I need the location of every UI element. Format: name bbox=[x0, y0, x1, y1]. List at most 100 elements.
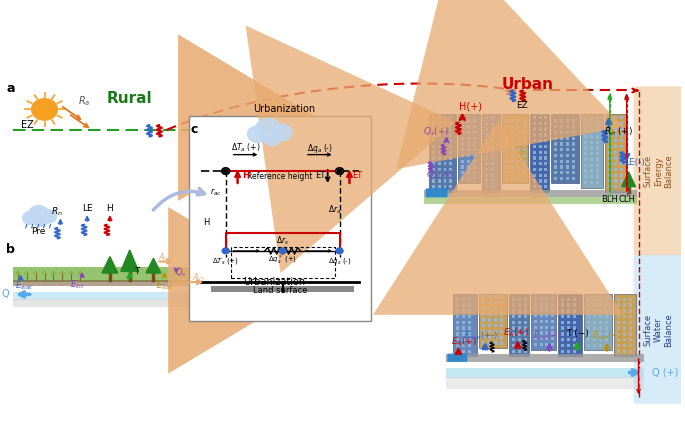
Text: ET: ET bbox=[352, 171, 362, 180]
FancyBboxPatch shape bbox=[449, 168, 452, 171]
FancyBboxPatch shape bbox=[587, 344, 590, 347]
FancyBboxPatch shape bbox=[581, 113, 603, 187]
FancyBboxPatch shape bbox=[443, 150, 447, 154]
FancyBboxPatch shape bbox=[485, 116, 488, 119]
FancyBboxPatch shape bbox=[596, 118, 599, 121]
FancyBboxPatch shape bbox=[596, 135, 599, 138]
FancyBboxPatch shape bbox=[494, 341, 497, 345]
FancyBboxPatch shape bbox=[533, 173, 536, 177]
FancyBboxPatch shape bbox=[485, 133, 488, 137]
FancyBboxPatch shape bbox=[616, 298, 620, 301]
FancyBboxPatch shape bbox=[467, 154, 470, 157]
FancyBboxPatch shape bbox=[511, 125, 514, 128]
FancyBboxPatch shape bbox=[491, 145, 494, 148]
FancyBboxPatch shape bbox=[438, 127, 440, 131]
FancyBboxPatch shape bbox=[438, 185, 440, 188]
Text: $Q_s$(+): $Q_s$(+) bbox=[423, 125, 450, 138]
FancyBboxPatch shape bbox=[584, 124, 587, 127]
Text: EZ: EZ bbox=[21, 120, 34, 130]
FancyBboxPatch shape bbox=[567, 332, 570, 336]
FancyBboxPatch shape bbox=[545, 150, 547, 154]
FancyBboxPatch shape bbox=[456, 338, 460, 341]
FancyBboxPatch shape bbox=[456, 349, 460, 353]
FancyBboxPatch shape bbox=[616, 338, 620, 341]
FancyBboxPatch shape bbox=[596, 124, 599, 127]
Text: $\Delta q_s$ (-): $\Delta q_s$ (-) bbox=[327, 256, 351, 266]
FancyBboxPatch shape bbox=[629, 321, 632, 324]
FancyBboxPatch shape bbox=[566, 131, 569, 134]
FancyBboxPatch shape bbox=[584, 141, 587, 144]
Circle shape bbox=[337, 169, 342, 173]
FancyBboxPatch shape bbox=[596, 141, 599, 144]
Text: T: T bbox=[134, 267, 139, 276]
FancyBboxPatch shape bbox=[533, 185, 536, 188]
FancyBboxPatch shape bbox=[530, 113, 549, 192]
FancyBboxPatch shape bbox=[538, 127, 542, 131]
FancyBboxPatch shape bbox=[551, 337, 554, 340]
FancyBboxPatch shape bbox=[505, 137, 508, 140]
FancyBboxPatch shape bbox=[566, 125, 569, 128]
FancyBboxPatch shape bbox=[616, 315, 620, 318]
FancyBboxPatch shape bbox=[512, 338, 515, 341]
FancyBboxPatch shape bbox=[605, 344, 608, 347]
FancyBboxPatch shape bbox=[533, 162, 536, 165]
FancyBboxPatch shape bbox=[516, 160, 520, 163]
FancyBboxPatch shape bbox=[500, 336, 503, 339]
FancyBboxPatch shape bbox=[462, 344, 465, 347]
FancyBboxPatch shape bbox=[491, 173, 494, 177]
FancyBboxPatch shape bbox=[623, 344, 625, 347]
Text: c: c bbox=[190, 124, 198, 136]
FancyBboxPatch shape bbox=[473, 160, 476, 163]
FancyBboxPatch shape bbox=[551, 308, 554, 312]
FancyBboxPatch shape bbox=[449, 173, 452, 177]
FancyBboxPatch shape bbox=[616, 303, 620, 307]
FancyBboxPatch shape bbox=[616, 326, 620, 330]
FancyBboxPatch shape bbox=[469, 298, 471, 301]
FancyBboxPatch shape bbox=[438, 145, 440, 148]
FancyBboxPatch shape bbox=[425, 188, 447, 197]
FancyBboxPatch shape bbox=[605, 338, 608, 341]
FancyBboxPatch shape bbox=[590, 170, 593, 173]
FancyBboxPatch shape bbox=[540, 320, 543, 323]
FancyBboxPatch shape bbox=[432, 150, 434, 154]
FancyBboxPatch shape bbox=[566, 148, 569, 151]
FancyBboxPatch shape bbox=[567, 303, 570, 307]
FancyBboxPatch shape bbox=[593, 344, 596, 347]
FancyBboxPatch shape bbox=[551, 325, 554, 329]
FancyBboxPatch shape bbox=[462, 303, 465, 307]
Circle shape bbox=[256, 118, 281, 140]
FancyBboxPatch shape bbox=[516, 125, 520, 128]
Polygon shape bbox=[102, 256, 118, 273]
FancyBboxPatch shape bbox=[629, 332, 632, 336]
Circle shape bbox=[223, 169, 228, 173]
FancyBboxPatch shape bbox=[545, 308, 549, 312]
FancyBboxPatch shape bbox=[634, 255, 683, 404]
FancyBboxPatch shape bbox=[524, 349, 527, 353]
FancyBboxPatch shape bbox=[623, 326, 625, 330]
FancyBboxPatch shape bbox=[590, 181, 593, 184]
FancyBboxPatch shape bbox=[488, 324, 491, 327]
Circle shape bbox=[40, 210, 56, 223]
FancyBboxPatch shape bbox=[605, 309, 608, 313]
Circle shape bbox=[29, 206, 49, 222]
FancyBboxPatch shape bbox=[511, 177, 514, 180]
FancyBboxPatch shape bbox=[599, 326, 602, 330]
FancyBboxPatch shape bbox=[461, 119, 464, 123]
FancyBboxPatch shape bbox=[494, 318, 497, 322]
FancyBboxPatch shape bbox=[505, 125, 508, 128]
FancyBboxPatch shape bbox=[461, 148, 464, 151]
FancyBboxPatch shape bbox=[587, 332, 590, 336]
FancyBboxPatch shape bbox=[572, 160, 575, 163]
FancyBboxPatch shape bbox=[491, 156, 494, 160]
FancyBboxPatch shape bbox=[545, 145, 547, 148]
FancyBboxPatch shape bbox=[573, 298, 576, 301]
FancyBboxPatch shape bbox=[500, 307, 503, 310]
FancyBboxPatch shape bbox=[512, 349, 515, 353]
FancyBboxPatch shape bbox=[461, 160, 464, 163]
Text: $A_H$: $A_H$ bbox=[158, 251, 171, 264]
FancyBboxPatch shape bbox=[512, 321, 515, 324]
FancyBboxPatch shape bbox=[545, 179, 547, 183]
FancyBboxPatch shape bbox=[429, 113, 456, 192]
FancyBboxPatch shape bbox=[533, 156, 536, 160]
FancyBboxPatch shape bbox=[462, 326, 465, 330]
